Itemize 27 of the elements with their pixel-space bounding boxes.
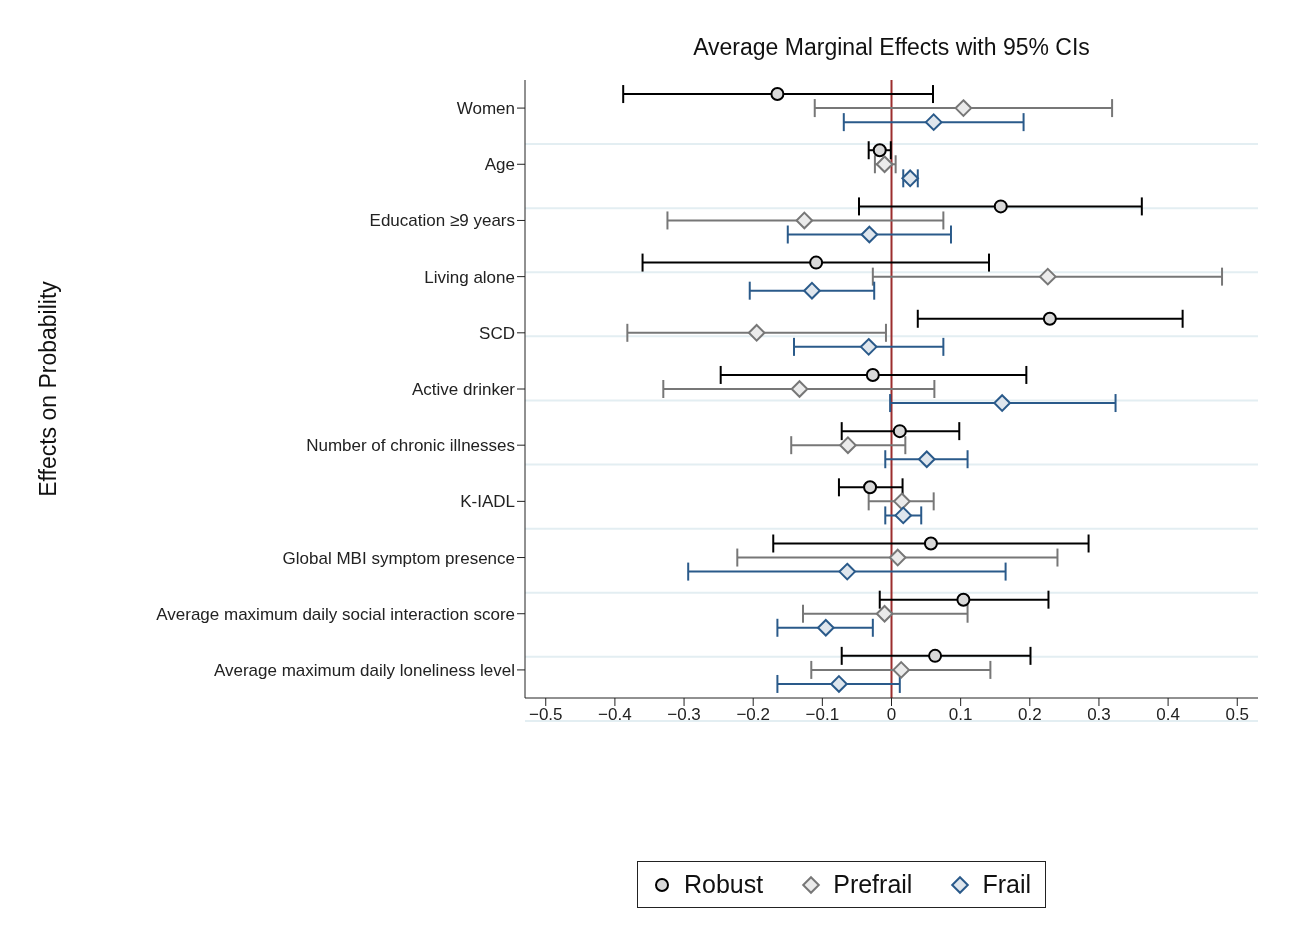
y-tick-label: Number of chronic illnesses xyxy=(306,436,515,456)
x-tick-label: −0.3 xyxy=(667,705,701,725)
y-tick-label: Women xyxy=(456,99,515,119)
x-tick-label: −0.5 xyxy=(528,705,563,725)
y-tick-label: Global MBI symptom presence xyxy=(282,548,515,568)
y-axis-title: Effects on Probability xyxy=(35,280,62,497)
y-tick-label: Living alone xyxy=(424,267,515,287)
x-tick-label: 0.2 xyxy=(1017,705,1042,725)
legend-label: Robust xyxy=(683,870,764,899)
x-tick-label: 0.5 xyxy=(1225,705,1250,725)
x-tick-label: 0.3 xyxy=(1087,705,1111,725)
x-tick-label: −0.2 xyxy=(736,705,770,725)
y-tick-label: Average maximum daily social interaction score xyxy=(156,604,515,624)
x-tick-label: 0 xyxy=(886,705,897,725)
y-tick-label: Age xyxy=(484,155,515,175)
chart-title: Average Marginal Effects with 95% CIs xyxy=(692,34,1091,61)
x-tick-label: 0.1 xyxy=(948,705,973,725)
legend-label: Prefrail xyxy=(833,870,913,899)
y-tick-label: SCD xyxy=(479,323,515,343)
y-tick-label: Active drinker xyxy=(412,380,516,400)
x-tick-label: 0.4 xyxy=(1156,705,1180,725)
y-tick-label: Education ≥9 years xyxy=(369,211,515,231)
y-tick-label: K-IADL xyxy=(460,492,515,512)
legend-label: Frail xyxy=(982,870,1031,899)
x-tick-label: −0.1 xyxy=(805,705,840,725)
x-tick-label: −0.4 xyxy=(598,705,632,725)
y-tick-label: Average maximum daily loneliness level xyxy=(213,660,515,680)
